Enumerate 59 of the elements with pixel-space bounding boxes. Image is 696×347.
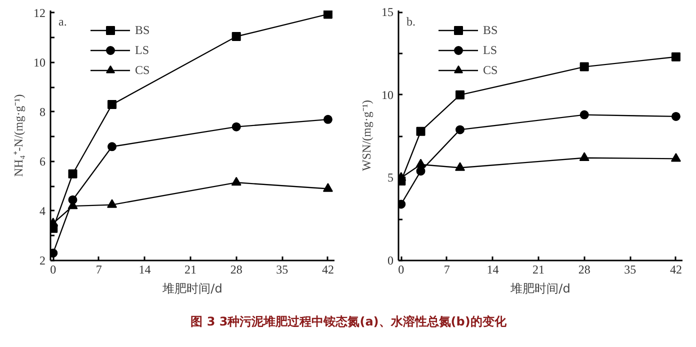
y-tick-label: 12 <box>34 6 46 20</box>
x-tick-label: 21 <box>184 262 197 276</box>
point <box>232 122 241 132</box>
y-tick-label: 5 <box>388 170 394 185</box>
point <box>232 32 241 41</box>
point <box>456 90 465 100</box>
y-tick-label: 6 <box>40 154 46 168</box>
x-tick-label: 7 <box>444 262 450 276</box>
point <box>416 126 426 136</box>
x-axis-title: 堆肥时间/d <box>510 282 570 296</box>
y-tick-label: 8 <box>40 104 46 119</box>
point <box>671 52 680 62</box>
x-tick-label: 35 <box>276 262 288 276</box>
y-tick-label: 10 <box>382 88 394 102</box>
x-tick-label: 0 <box>398 262 404 276</box>
point <box>231 176 242 186</box>
y-tick-label: 15 <box>382 5 394 20</box>
point <box>579 152 590 161</box>
point <box>107 199 118 208</box>
x-tick-label: 21 <box>532 262 545 276</box>
legend-label: CS <box>483 62 499 78</box>
legend-label: BS <box>483 22 499 38</box>
point <box>416 166 426 176</box>
point <box>670 152 681 162</box>
point <box>68 169 78 178</box>
x-tick-label: 7 <box>96 262 102 276</box>
x-tick-label: 42 <box>670 262 682 276</box>
point <box>456 125 465 134</box>
point <box>322 183 333 192</box>
x-tick-label: 28 <box>230 262 242 276</box>
annotation: b. <box>406 14 416 28</box>
x-axis-title: 堆肥时间/d <box>162 282 222 296</box>
x-tick-label: 14 <box>486 262 499 276</box>
point <box>323 10 332 19</box>
x-tick-label: 28 <box>578 262 590 276</box>
x-tick-label: 0 <box>50 262 56 276</box>
x-tick-label: 35 <box>624 262 636 276</box>
x-tick-label: 14 <box>138 262 151 276</box>
point <box>323 114 332 124</box>
y-tick-label: 2 <box>40 254 46 268</box>
point <box>671 112 680 121</box>
y-axis-title: WSN/(mg·g⁻¹) <box>360 100 374 171</box>
point <box>580 110 589 120</box>
y-tick-label: 0 <box>388 254 394 268</box>
point <box>455 162 466 171</box>
y-tick-label: 10 <box>34 55 46 70</box>
legend-label: BS <box>135 22 151 38</box>
point <box>108 142 117 152</box>
legend-label: LS <box>135 42 150 58</box>
point <box>580 62 589 72</box>
point <box>108 100 117 110</box>
y-axis-title: NH₄⁺-N/(mg·g⁻¹) <box>12 94 26 177</box>
legend-label: CS <box>135 62 151 78</box>
x-tick-label: 42 <box>322 262 334 276</box>
annotation: a. <box>58 14 67 28</box>
caption: 图 3 3种污泥堆肥过程中铵态氮(a)、水溶性总氮(b)的变化 <box>190 314 508 328</box>
point <box>416 158 426 168</box>
legend-label: LS <box>483 42 498 58</box>
y-tick-label: 4 <box>40 204 46 218</box>
